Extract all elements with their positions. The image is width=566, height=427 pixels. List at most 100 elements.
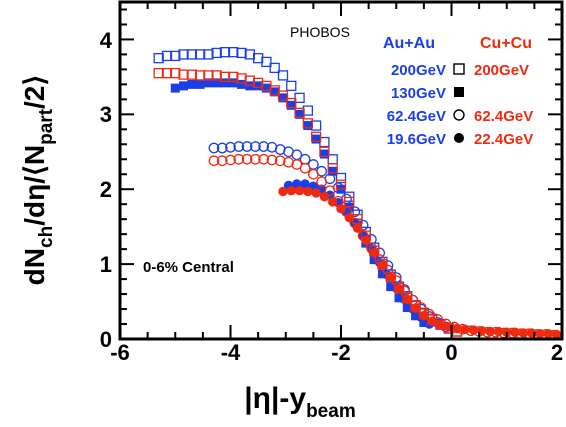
data-point-au-au-200gev: [178, 49, 189, 60]
data-point-au-au-130gev: [386, 282, 396, 292]
data-point-au-au-200gev: [153, 53, 164, 64]
data-point-cu-cu-22-4gev: [328, 197, 338, 207]
legend-cucu-200: 200GeV: [474, 62, 529, 79]
data-point-au-au-62-4gev: [216, 142, 228, 154]
data-point-au-au-62-4gev: [299, 153, 311, 165]
data-point-cu-cu-200gev: [269, 85, 280, 96]
data-point-cu-cu-200gev: [194, 70, 206, 81]
data-point-cu-cu-22-4gev: [319, 192, 330, 202]
y-tick-label: 3: [100, 102, 112, 127]
data-point-cu-cu-22-4gev: [518, 328, 529, 338]
data-point-cu-cu-62-4gev: [299, 162, 311, 174]
data-point-au-au-130gev: [286, 100, 296, 110]
data-point-cu-cu-22-4gev: [410, 303, 421, 313]
data-point-cu-cu-22-4gev: [419, 311, 429, 321]
data-point-cu-cu-22-4gev: [394, 284, 404, 294]
data-point-au-au-200gev: [244, 49, 255, 60]
axis-ticks: [119, 2, 563, 340]
data-point-au-au-130gev: [203, 78, 213, 88]
y-tick-label: 4: [100, 28, 113, 53]
data-point-au-au-200gev: [294, 92, 305, 104]
data-point-cu-cu-62-4gev: [266, 154, 278, 166]
x-tick-label: -2: [331, 340, 351, 365]
y-tick-label: 2: [100, 177, 112, 202]
data-point-cu-cu-22-4gev: [460, 324, 471, 334]
data-point-cu-cu-22-4gev: [294, 186, 305, 196]
data-point-au-au-130gev: [377, 269, 387, 279]
data-point-cu-cu-22-4gev: [535, 329, 545, 339]
centrality-label: 0-6% Central: [143, 259, 234, 276]
data-point-au-au-130gev: [220, 78, 230, 88]
data-point-cu-cu-200gev: [178, 69, 189, 80]
data-point-au-au-130gev: [245, 81, 255, 91]
data-point-cu-cu-22-4gev: [369, 248, 379, 258]
data-point-au-au-130gev: [253, 81, 263, 91]
data-point-cu-cu-22-4gev: [402, 294, 412, 305]
svg-text:dNch/dη/⟨Npart/2⟩: dNch/dη/⟨Npart/2⟩: [19, 75, 57, 286]
legend-marker-open-square: [453, 63, 465, 75]
data-point-cu-cu-22-4gev: [311, 188, 321, 198]
data-point-au-au-200gev: [186, 49, 197, 60]
data-point-au-au-62-4gev: [208, 142, 220, 154]
data-point-cu-cu-22-4gev: [427, 316, 437, 326]
data-point-au-au-200gev: [269, 62, 280, 74]
data-point-au-au-130gev: [319, 149, 329, 159]
data-point-au-au-130gev: [179, 81, 189, 91]
data-point-au-au-130gev: [411, 311, 421, 321]
data-point-cu-cu-22-4gev: [452, 323, 462, 334]
data-point-cu-cu-200gev: [219, 71, 231, 83]
legend-auau-130: 130GeV: [391, 85, 446, 102]
data-point-au-au-200gev: [344, 191, 355, 202]
data-point-cu-cu-62-4gev: [233, 153, 245, 165]
data-point-cu-cu-62-4gev: [324, 185, 336, 197]
data-point-au-au-130gev: [328, 166, 338, 176]
data-point-au-au-200gev: [161, 50, 173, 62]
data-point-au-au-200gev: [211, 47, 222, 59]
data-point-cu-cu-62-4gev: [208, 155, 220, 167]
data-point-cu-cu-200gev: [319, 146, 330, 157]
data-point-cu-cu-22-4gev: [344, 212, 354, 223]
data-point-cu-cu-62-4gev: [283, 156, 294, 168]
data-point-cu-cu-200gev: [170, 67, 181, 79]
data-point-cu-cu-22-4gev: [303, 186, 313, 197]
data-point-cu-cu-200gev: [294, 107, 305, 118]
data-point-au-au-62-4gev: [266, 141, 278, 153]
experiment-label: PHOBOS: [290, 24, 350, 40]
data-point-cu-cu-22-4gev: [336, 203, 346, 214]
legend-header-cucu: Cu+Cu: [480, 35, 532, 52]
legend-header-auau: Au+Au: [383, 35, 435, 52]
y-tick-label: 0: [100, 327, 112, 352]
data-point-au-au-130gev: [212, 78, 222, 88]
data-point-au-au-200gev: [261, 56, 272, 68]
legend-auau-62: 62.4GeV: [387, 108, 446, 125]
data-point-cu-cu-62-4gev: [274, 155, 286, 167]
data-point-cu-cu-200gev: [344, 196, 355, 208]
data-point-cu-cu-22-4gev: [468, 325, 479, 335]
y-tick-label: 1: [100, 252, 112, 277]
data-point-au-au-19-6gev: [300, 179, 310, 189]
data-point-cu-cu-22-4gev: [361, 235, 371, 245]
data-point-cu-cu-62-4gev: [250, 153, 261, 165]
data-point-cu-cu-200gev: [236, 73, 247, 84]
data-point-cu-cu-62-4gev: [241, 153, 253, 165]
data-point-cu-cu-22-4gev: [377, 260, 388, 271]
data-points: [153, 47, 562, 341]
data-point-au-au-130gev: [369, 255, 379, 265]
data-point-cu-cu-22-4gev: [278, 186, 288, 197]
data-point-au-au-62-4gev: [274, 144, 286, 155]
data-point-au-au-200gev: [277, 70, 289, 81]
data-point-au-au-130gev: [228, 78, 238, 88]
data-point-au-au-62-4gev: [241, 141, 253, 152]
data-point-au-au-130gev: [261, 83, 271, 93]
data-point-cu-cu-22-4gev: [435, 320, 446, 330]
data-point-au-au-200gev: [203, 49, 214, 60]
data-point-cu-cu-62-4gev: [225, 154, 236, 166]
x-tick-label: 2: [551, 340, 563, 365]
data-point-cu-cu-200gev: [310, 131, 322, 142]
x-axis-title: |η|-ybeam: [244, 382, 355, 422]
data-point-au-au-200gev: [236, 47, 247, 59]
data-point-au-au-62-4gev: [225, 141, 236, 153]
data-point-cu-cu-200gev: [203, 70, 214, 81]
data-point-cu-cu-22-4gev: [493, 326, 504, 337]
